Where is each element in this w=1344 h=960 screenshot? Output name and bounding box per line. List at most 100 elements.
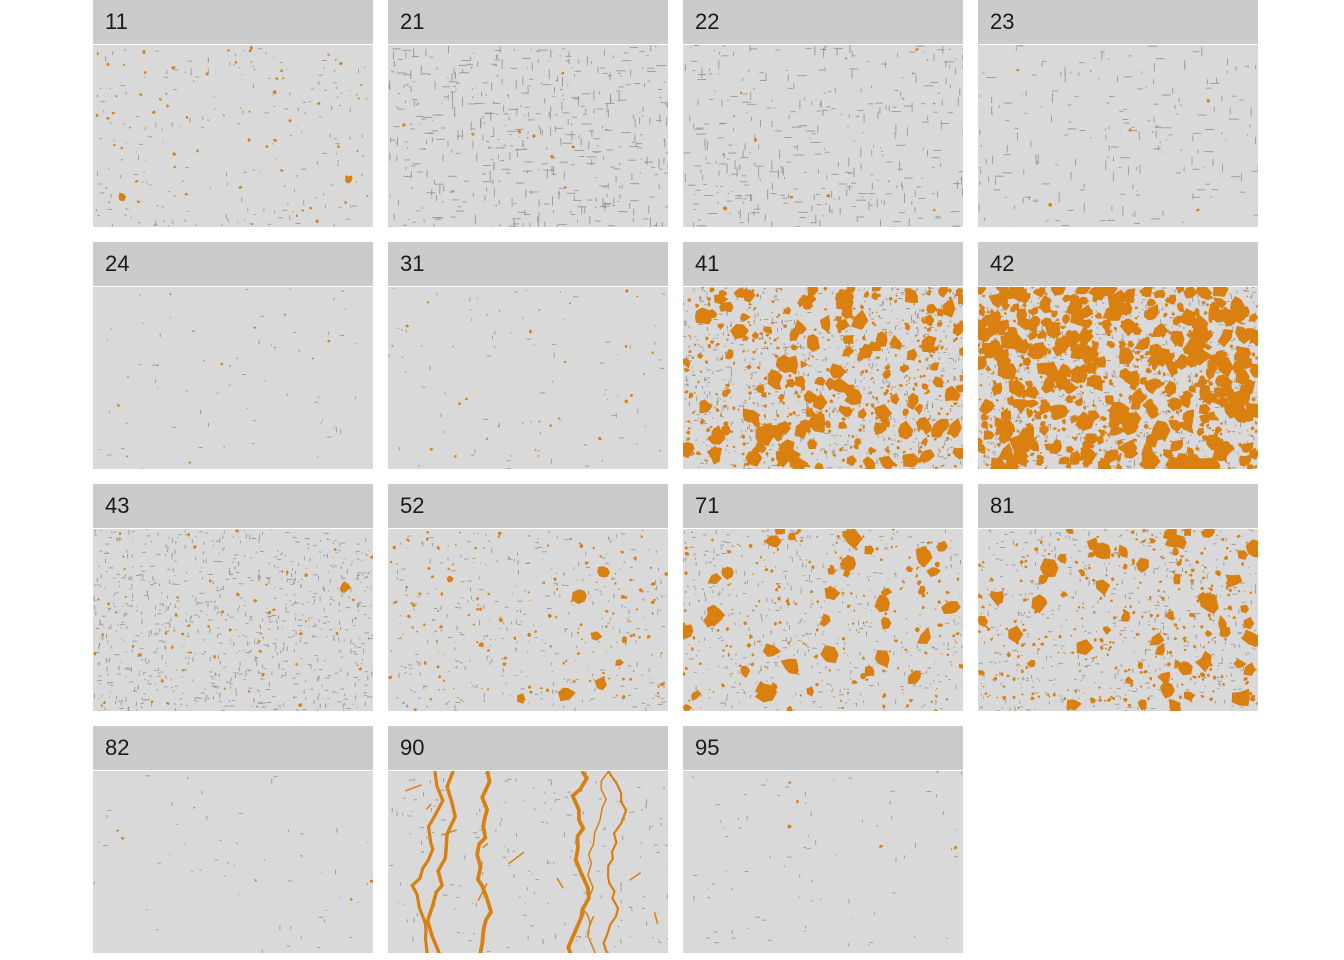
facet-strip: 43: [93, 484, 373, 528]
raster-cells: [95, 45, 369, 227]
facet-strip: 24: [93, 242, 373, 286]
raster-cells: [683, 45, 963, 227]
raster-map: [388, 529, 668, 711]
facet-strip: 71: [683, 484, 963, 528]
edge-pixels: [93, 775, 368, 953]
raster-cells: [388, 287, 665, 469]
facet-panel-31: 31: [388, 242, 668, 469]
raster-map: [93, 287, 373, 469]
facet-strip: 22: [683, 0, 963, 44]
raster-map: [683, 287, 963, 469]
facet-panel-71: 71: [683, 484, 963, 711]
presence-patches: [404, 771, 659, 953]
facet-strip: 82: [93, 726, 373, 770]
facet-panel-21: 21: [388, 0, 668, 227]
facet-panel-90: 90: [388, 726, 668, 953]
raster-cells: [683, 287, 963, 469]
facet-strip: 42: [978, 242, 1258, 286]
facet-panel-41: 41: [683, 242, 963, 469]
raster-cells: [390, 771, 668, 953]
raster-map: [93, 771, 373, 953]
facet-label: 71: [695, 493, 720, 518]
presence-patches: [391, 289, 661, 458]
raster-map: [683, 771, 963, 953]
facet-strip: 31: [388, 242, 668, 286]
raster-cells: [683, 529, 963, 711]
raster-map: [388, 45, 668, 227]
raster-cells: [93, 775, 373, 953]
facet-panel-11: 11: [93, 0, 373, 227]
edge-pixels: [692, 771, 963, 947]
presence-patches: [116, 290, 358, 464]
raster-cells: [388, 529, 668, 711]
facet-label: 43: [105, 493, 130, 518]
edge-pixels: [99, 288, 356, 469]
raster-map: [388, 771, 668, 953]
facet-panel-24: 24: [93, 242, 373, 469]
raster-cells: [978, 45, 1258, 227]
facet-panel-42: 42: [978, 242, 1258, 469]
facet-label: 90: [400, 735, 425, 760]
raster-map: [978, 287, 1258, 469]
presence-patches: [978, 287, 1258, 469]
facet-panel-22: 22: [683, 0, 963, 227]
raster-map: [683, 529, 963, 711]
facet-label: 31: [400, 251, 425, 276]
facet-strip: 81: [978, 484, 1258, 528]
presence-patches: [722, 771, 958, 919]
facet-label: 24: [105, 251, 130, 276]
raster-cells: [692, 771, 963, 947]
facet-panel-23: 23: [978, 0, 1258, 227]
presence-patches: [95, 45, 369, 226]
presence-patches: [388, 529, 668, 711]
facet-panel-82: 82: [93, 726, 373, 953]
facet-strip: 52: [388, 484, 668, 528]
presence-patches: [683, 287, 963, 469]
facet-label: 95: [695, 735, 720, 760]
raster-cells: [978, 529, 1258, 711]
presence-patches: [978, 529, 1258, 711]
raster-map: [978, 45, 1258, 227]
raster-cells: [93, 529, 373, 711]
facet-strip: 41: [683, 242, 963, 286]
edge-pixels: [388, 45, 668, 227]
facet-label: 23: [990, 9, 1015, 34]
facet-strip: 21: [388, 0, 668, 44]
edge-pixels: [390, 771, 668, 953]
raster-cells: [99, 288, 358, 469]
facet-label: 21: [400, 9, 425, 34]
presence-patches: [402, 61, 668, 193]
raster-cells: [388, 45, 668, 227]
facet-strip: 11: [93, 0, 373, 44]
raster-map: [388, 287, 668, 469]
edge-pixels: [683, 45, 963, 227]
raster-map: [978, 529, 1258, 711]
edge-pixels: [389, 530, 667, 711]
presence-patches: [116, 806, 373, 904]
facet-label: 11: [105, 9, 128, 34]
edge-pixels: [978, 45, 1258, 227]
facet-label: 81: [990, 493, 1015, 518]
presence-patches: [716, 48, 951, 222]
facet-label: 22: [695, 9, 720, 34]
edge-pixels: [96, 48, 365, 227]
facet-panel-43: 43: [93, 484, 373, 711]
facet-label: 82: [105, 735, 130, 760]
raster-map: [683, 45, 963, 227]
presence-patches: [979, 68, 1249, 212]
presence-patches: [683, 529, 963, 711]
facet-panel-95: 95: [683, 726, 963, 953]
facet-label: 52: [400, 493, 425, 518]
facet-label: 42: [990, 251, 1015, 276]
edge-pixels: [388, 287, 665, 469]
facet-strip: 90: [388, 726, 668, 770]
presence-patches: [93, 529, 373, 708]
facet-strip: 23: [978, 0, 1258, 44]
raster-map: [93, 45, 373, 227]
facet-panel-52: 52: [388, 484, 668, 711]
edge-pixels: [93, 529, 373, 711]
raster-map: [93, 529, 373, 711]
facet-label: 41: [695, 251, 720, 276]
facet-strip: 95: [683, 726, 963, 770]
